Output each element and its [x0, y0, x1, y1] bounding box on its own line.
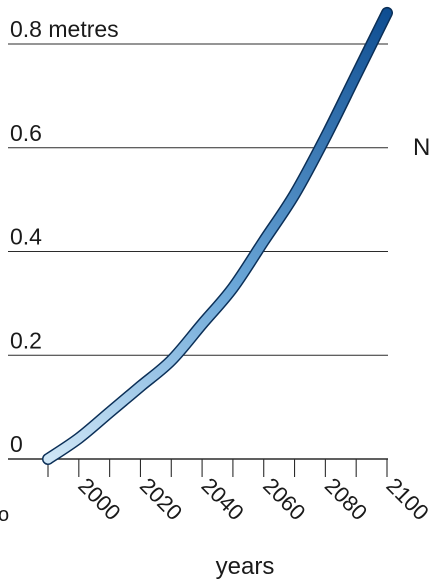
y-tick-label-3: 0.6 [10, 120, 42, 146]
x-tick-label-2060: 2060 [258, 473, 310, 525]
labels-layer: 0 0.2 0.4 0.6 0.8 metres 2000 2020 2040 2060 2080… [0, 16, 433, 580]
x-tick-label-2040: 2040 [197, 473, 249, 525]
series-layer [42, 6, 393, 465]
x-tick-label-2080: 2080 [320, 473, 372, 525]
series-line [43, 8, 392, 464]
right-edge-label: N [413, 134, 430, 161]
y-tick-label-1: 0.2 [10, 327, 42, 353]
y-tick-label-4: 0.8 metres [10, 16, 119, 42]
x-tick-label-2000: 2000 [73, 473, 125, 525]
series-outline [42, 6, 393, 465]
x-tick-label-2100: 2100 [381, 473, 433, 525]
left-edge-label: o [0, 504, 9, 526]
y-tick-label-0: 0 [10, 431, 23, 457]
grid-lines [8, 43, 388, 460]
y-tick-label-2: 0.4 [10, 224, 42, 250]
x-tick-label-2020: 2020 [135, 473, 187, 525]
x-axis-title: years [216, 553, 275, 580]
